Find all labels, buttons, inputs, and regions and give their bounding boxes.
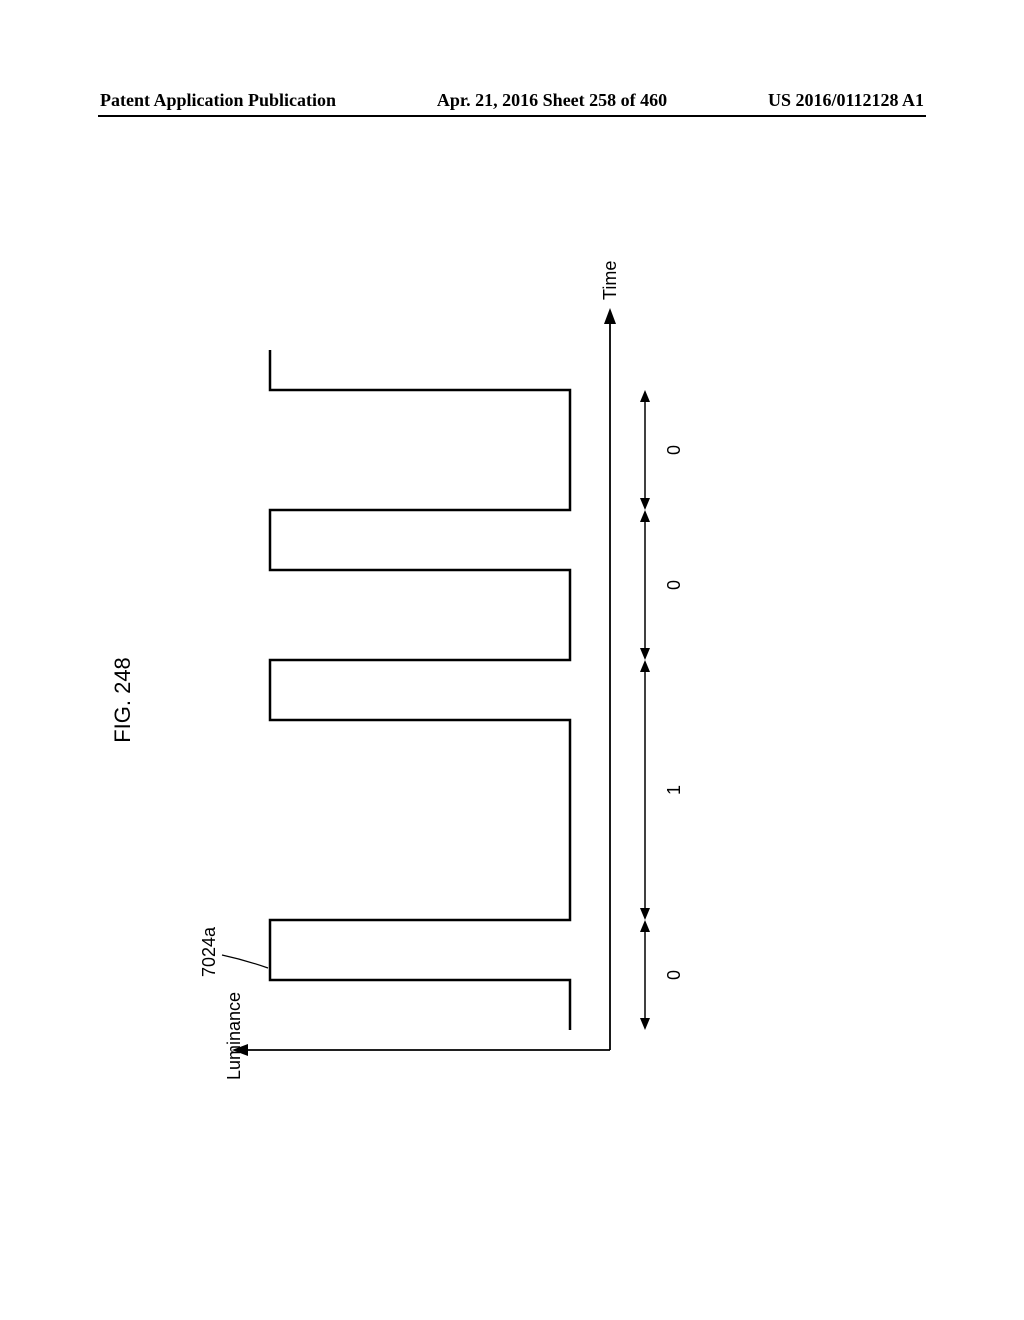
header-right: US 2016/0112128 A1	[768, 90, 924, 111]
segment-2: 0	[640, 510, 684, 660]
waveform-path	[270, 350, 570, 1030]
x-axis-arrow	[604, 308, 616, 324]
segment-3-label: 0	[664, 445, 684, 455]
figure-title: FIG. 248	[110, 657, 135, 743]
reference-label: 7024a	[199, 926, 219, 977]
segment-1-label: 1	[664, 785, 684, 795]
segment-0: 0	[640, 920, 684, 1030]
segment-1: 1	[640, 660, 684, 920]
x-axis-label: Time	[600, 261, 620, 300]
figure-svg: FIG. 248 Luminance Time 7024a 0	[50, 200, 974, 1200]
y-axis-label: Luminance	[224, 992, 244, 1080]
page-header: Patent Application Publication Apr. 21, …	[0, 90, 1024, 111]
header-rule	[98, 115, 926, 117]
segment-0-label: 0	[664, 970, 684, 980]
segment-3: 0	[640, 390, 684, 510]
header-center: Apr. 21, 2016 Sheet 258 of 460	[437, 90, 667, 111]
figure-container: FIG. 248 Luminance Time 7024a 0	[50, 200, 974, 1200]
header-left: Patent Application Publication	[100, 90, 336, 111]
segment-2-label: 0	[664, 580, 684, 590]
reference-leader	[222, 955, 268, 968]
rotated-figure-group: FIG. 248 Luminance Time 7024a 0	[110, 261, 684, 1080]
